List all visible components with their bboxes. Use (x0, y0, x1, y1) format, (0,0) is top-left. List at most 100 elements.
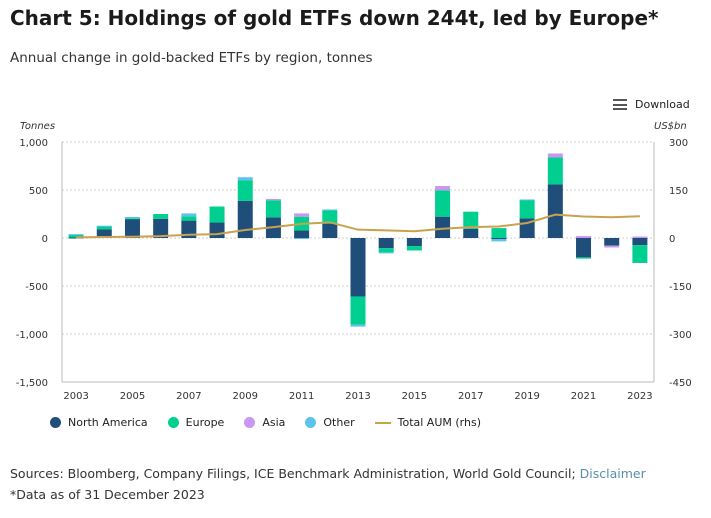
legend-label: North America (68, 416, 148, 429)
legend-europe[interactable]: Europe (167, 416, 224, 429)
bar-europe-2014 (378, 248, 394, 253)
bar-north-america-2005 (124, 218, 140, 238)
bar-europe-2020 (547, 157, 563, 185)
bar-north-america-2011 (294, 230, 310, 238)
bar-other-2007 (181, 213, 197, 217)
legend-total-aum[interactable]: Total AUM (rhs) (374, 416, 481, 429)
bar-north-america-2003 (68, 237, 84, 239)
bar-other-2014 (378, 252, 394, 254)
bar-europe-2019 (519, 199, 535, 219)
sources: Sources: Bloomberg, Company Filings, ICE… (10, 466, 646, 481)
x-tick-label: 2017 (458, 391, 483, 402)
bar-europe-2017 (463, 211, 479, 229)
download-button[interactable]: Download (613, 98, 690, 111)
x-tick-label: 2011 (289, 391, 314, 402)
footnote: *Data as of 31 December 2023 (10, 487, 205, 502)
sources-text: Sources: Bloomberg, Company Filings, ICE… (10, 466, 576, 481)
bar-europe-2016 (435, 190, 451, 217)
bar-europe-2004 (96, 226, 112, 230)
bar-north-america-2018 (491, 238, 507, 239)
bar-asia-2021 (576, 236, 592, 238)
bar-north-america-2004 (96, 229, 112, 238)
x-tick-label: 2013 (345, 391, 370, 402)
y-tick-label: 1,000 (19, 138, 48, 149)
y2-tick-label: -300 (669, 330, 692, 341)
download-label: Download (635, 98, 690, 111)
x-tick-label: 2023 (627, 391, 652, 402)
legend-swatch (244, 417, 256, 428)
y2-tick-label: 300 (669, 138, 688, 149)
legend: North America Europe Asia Other Total AU… (50, 416, 481, 429)
legend-swatch (374, 421, 391, 424)
y2-tick-label: 0 (669, 234, 675, 245)
bar-europe-2013 (350, 296, 366, 325)
x-tick-label: 2019 (514, 391, 539, 402)
bar-asia-2023 (632, 236, 648, 238)
bar-europe-2015 (406, 246, 422, 251)
legend-other[interactable]: Other (305, 416, 355, 429)
bar-north-america-2020 (547, 184, 563, 238)
bar-other-2019 (519, 199, 535, 201)
y-tick-label: -1,000 (16, 330, 48, 341)
bar-north-america-2012 (322, 223, 338, 238)
y2-axis-label: US$bn (654, 121, 687, 132)
bar-europe-2010 (265, 200, 281, 218)
menu-icon (613, 99, 627, 110)
y-tick-label: 0 (42, 234, 48, 245)
bar-north-america-2007 (181, 220, 197, 238)
x-tick-label: 2009 (233, 391, 258, 402)
y2-tick-label: 150 (669, 186, 688, 197)
legend-swatch (167, 417, 179, 428)
x-tick-label: 2003 (63, 391, 88, 402)
bar-europe-2009 (237, 180, 253, 201)
bar-other-2005 (124, 216, 140, 219)
legend-swatch (50, 417, 61, 428)
y2-tick-label: -150 (669, 282, 692, 293)
bar-north-america-2016 (435, 216, 451, 238)
bar-other-2011 (294, 238, 310, 239)
y2-tick-label: -450 (669, 378, 692, 389)
bar-north-america-2017 (463, 228, 479, 238)
chart-title: Chart 5: Holdings of gold ETFs down 244t… (10, 6, 659, 30)
legend-label: Asia (262, 416, 286, 429)
bar-europe-2007 (181, 216, 197, 221)
aum-line (76, 213, 640, 239)
bar-europe-2003 (68, 234, 84, 238)
bar-europe-2021 (576, 257, 592, 259)
legend-label: Total AUM (rhs) (397, 416, 481, 429)
bar-europe-2008 (209, 206, 225, 223)
x-tick-label: 2021 (571, 391, 596, 402)
bar-north-america-2008 (209, 222, 225, 238)
bar-north-america-2013 (350, 238, 366, 297)
chart-subtitle: Annual change in gold-backed ETFs by reg… (10, 50, 373, 66)
x-tick-label: 2015 (402, 391, 427, 402)
bar-other-2013 (350, 324, 366, 327)
bar-other-2018 (491, 238, 507, 242)
bar-asia-2020 (547, 153, 563, 158)
bar-asia-2010 (265, 198, 281, 201)
x-tick-label: 2005 (120, 391, 145, 402)
bar-europe-2006 (153, 214, 169, 219)
bar-europe-2005 (124, 218, 140, 220)
legend-asia[interactable]: Asia (244, 416, 285, 429)
bar-north-america-2014 (378, 238, 394, 249)
legend-swatch (305, 417, 317, 428)
bar-north-america-2006 (153, 218, 169, 238)
bar-north-america-2022 (604, 238, 620, 246)
y-axis-label: Tonnes (20, 121, 56, 132)
y-tick-label: 500 (29, 186, 48, 197)
disclaimer-link[interactable]: Disclaimer (579, 466, 646, 481)
legend-north-america[interactable]: North America (50, 416, 148, 429)
bar-other-2003 (68, 234, 84, 236)
bar-other-2004 (96, 225, 112, 227)
bar-europe-2012 (322, 210, 338, 224)
bar-asia-2016 (435, 186, 451, 191)
bar-north-america-2021 (576, 238, 592, 258)
bar-asia-2022 (604, 245, 620, 248)
bar-other-2009 (237, 177, 253, 181)
bar-europe-2023 (632, 245, 648, 263)
bar-north-america-2009 (237, 200, 253, 238)
legend-label: Other (323, 416, 355, 429)
bar-north-america-2023 (632, 238, 648, 246)
